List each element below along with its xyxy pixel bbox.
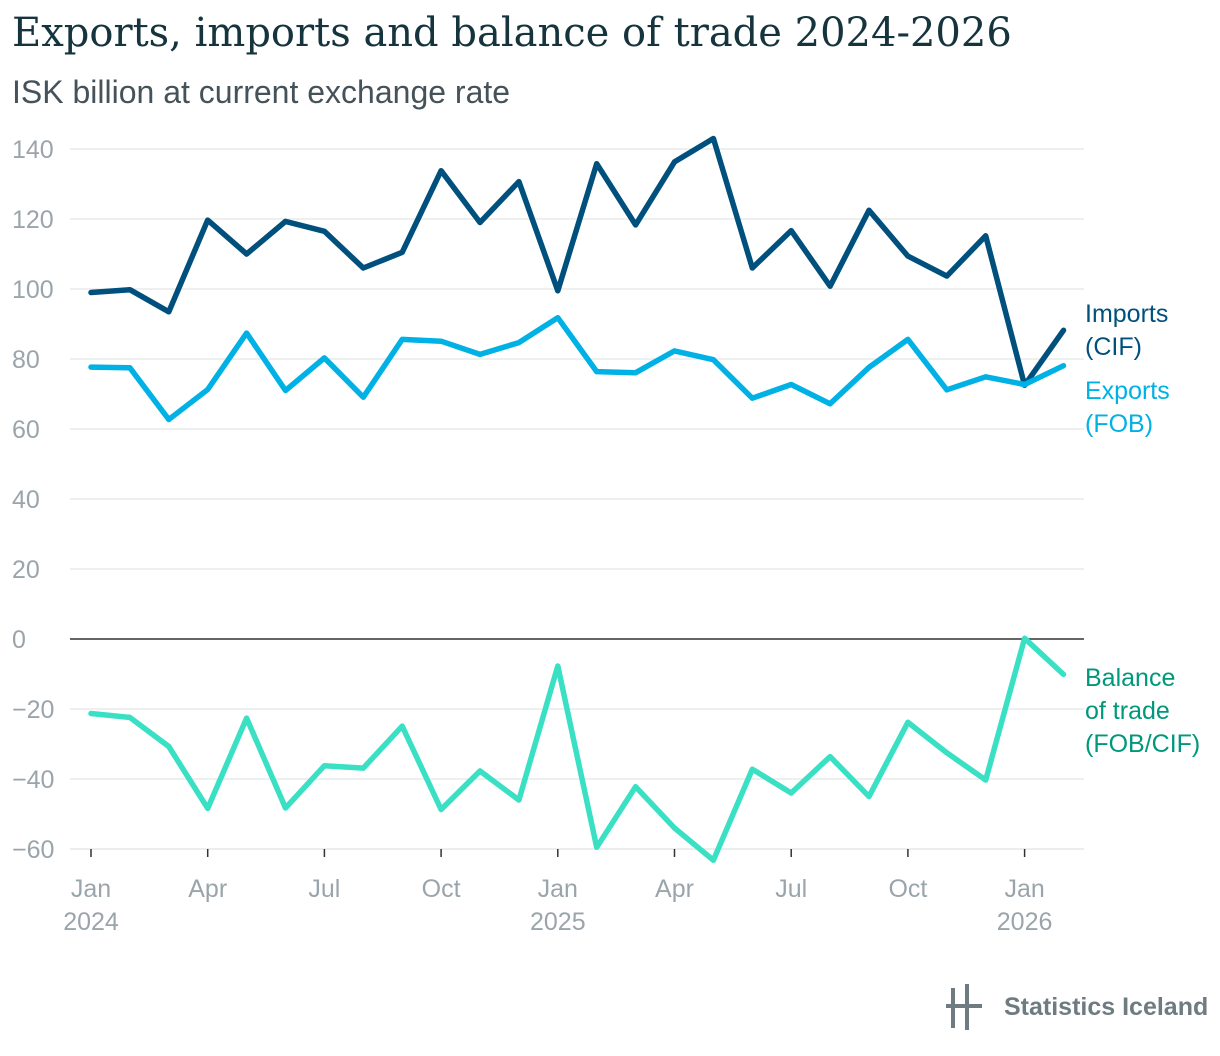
y-tick-label: −40 <box>12 766 54 794</box>
x-tick-year-label: 2024 <box>63 908 119 936</box>
x-tick-year-label: 2025 <box>530 908 586 936</box>
x-axis: Jan 2024 Apr Jul Oct Jan 2025 Apr Jul Oct Jan 2026 <box>63 848 1084 936</box>
y-tick-label: 40 <box>12 486 40 514</box>
x-tick-label: Jan <box>1004 875 1044 903</box>
statistics-iceland-logo-icon <box>946 984 982 1030</box>
x-tick-label: Apr <box>188 875 227 903</box>
y-tick-label: 140 <box>12 136 54 164</box>
x-tick-label: Jul <box>308 875 340 903</box>
series-line-balance-of-trade-fob-cif <box>88 635 1067 863</box>
series-label: of trade <box>1085 697 1170 725</box>
brand-name: Statistics Iceland <box>1004 992 1209 1021</box>
y-tick-label: 80 <box>12 346 40 374</box>
chart-subtitle: ISK billion at current exchange rate <box>12 74 511 110</box>
series-lines <box>88 135 1067 863</box>
series-label: Exports <box>1085 377 1170 405</box>
y-tick-label: −20 <box>12 696 54 724</box>
x-tick-label: Jul <box>775 875 807 903</box>
brand-logo[interactable]: Statistics Iceland <box>946 982 1208 1032</box>
x-tick-label: Jan <box>538 875 578 903</box>
x-tick-year-label: 2026 <box>997 908 1053 936</box>
y-tick-label: 120 <box>12 206 54 234</box>
series-line-exports-fob <box>88 314 1067 423</box>
series-label: Imports <box>1085 300 1168 328</box>
series-line-imports-cif <box>88 135 1067 389</box>
x-tick-label: Oct <box>888 875 927 903</box>
series-label: Balance <box>1085 664 1175 692</box>
y-tick-label: 100 <box>12 276 54 304</box>
chart-title: Exports, imports and balance of trade 20… <box>12 10 1012 56</box>
y-tick-label: 20 <box>12 556 40 584</box>
series-label: (FOB) <box>1085 410 1153 438</box>
y-tick-label: 60 <box>12 416 40 444</box>
x-tick-label: Apr <box>655 875 694 903</box>
series-label: (CIF) <box>1085 333 1142 361</box>
y-tick-label: 0 <box>12 626 26 654</box>
series-labels: Imports (CIF) Exports (FOB) Balance of trade (… <box>1085 300 1200 758</box>
y-axis: 140 120 100 80 60 40 20 0 −20 −40 −60 <box>12 136 54 864</box>
series-label: (FOB/CIF) <box>1085 730 1200 758</box>
x-tick-label: Jan <box>71 875 111 903</box>
x-tick-label: Oct <box>422 875 461 903</box>
y-tick-label: −60 <box>12 836 54 864</box>
